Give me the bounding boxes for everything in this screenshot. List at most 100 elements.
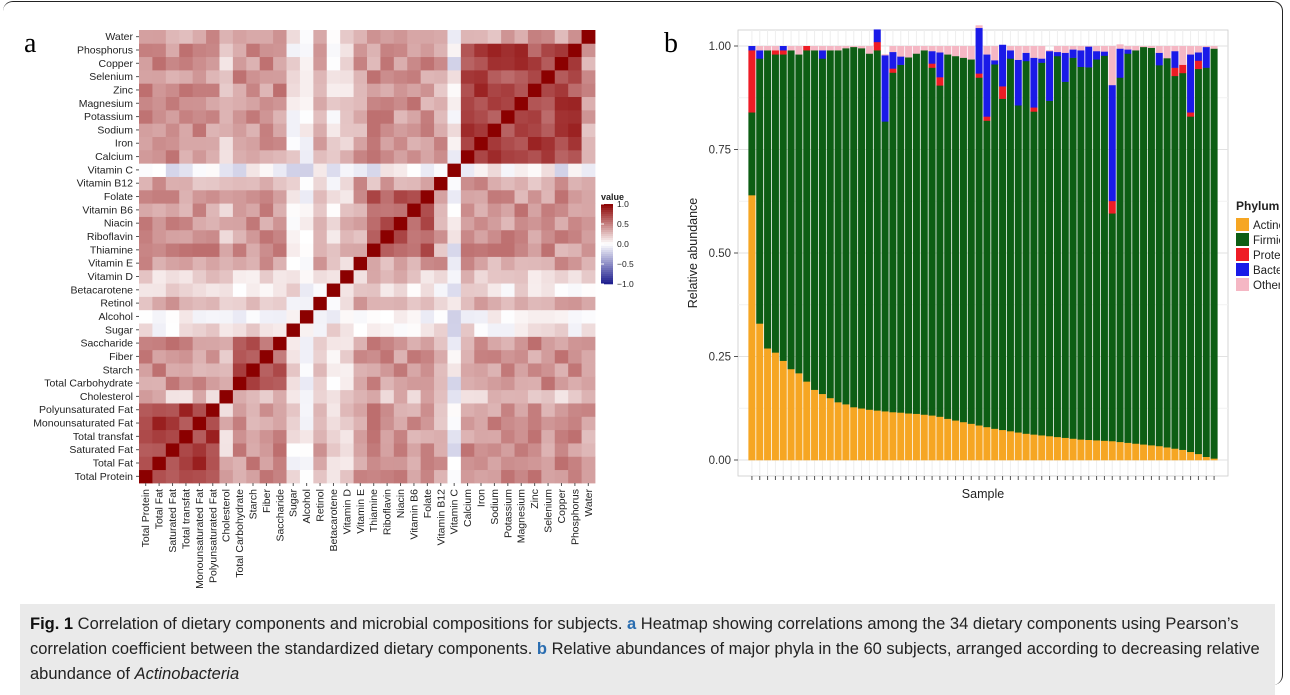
heatmap-cell <box>273 309 287 324</box>
heatmap-cell <box>259 43 274 58</box>
heatmap-row-label: Sugar <box>105 324 134 336</box>
bar-segment <box>952 55 960 421</box>
heatmap-cell <box>179 283 194 297</box>
heatmap-cell <box>286 456 301 471</box>
bar-segment <box>920 46 928 51</box>
heatmap-row-label: Total Fat <box>93 458 133 470</box>
heatmap-cell <box>165 216 180 231</box>
heatmap-cell <box>313 363 328 377</box>
bar-segment <box>889 72 897 413</box>
heatmap-cell <box>313 30 328 44</box>
heatmap-cell <box>353 416 368 431</box>
heatmap-cell <box>487 163 502 177</box>
bar-segment <box>818 393 826 461</box>
heatmap-cell <box>353 56 368 71</box>
heatmap-cell <box>152 83 167 98</box>
heatmap-cell <box>514 163 529 177</box>
bar-segment <box>959 46 967 58</box>
legend-swatch <box>601 262 613 265</box>
heatmap-cell <box>420 203 435 217</box>
bar-segment <box>983 426 991 461</box>
heatmap-cell <box>139 349 153 364</box>
bar-segment <box>771 352 779 461</box>
bar-segment <box>1124 46 1132 50</box>
heatmap-cell <box>380 69 395 84</box>
bar-segment <box>1006 50 1014 59</box>
heatmap-cell <box>299 256 314 271</box>
heatmap-cell <box>501 96 515 111</box>
heatmap-cell <box>447 256 462 271</box>
heatmap-cell <box>407 216 422 231</box>
heatmap-cell <box>152 149 167 164</box>
heatmap-cell <box>501 456 515 471</box>
bar-segment <box>897 56 905 65</box>
heatmap-cell <box>192 216 207 231</box>
heatmap-cell <box>139 403 153 417</box>
bar-segment <box>983 116 991 121</box>
bar-segment <box>1210 46 1218 49</box>
bar-segment <box>1030 46 1038 58</box>
heatmap-cell <box>581 363 596 377</box>
heatmap-cell <box>554 96 569 111</box>
legend-tick-label: −1.0 <box>617 279 634 289</box>
heatmap-cell <box>326 176 341 191</box>
heatmap-cell <box>420 336 435 351</box>
heatmap-cell <box>393 243 408 257</box>
legend-swatch <box>601 276 613 279</box>
heatmap-cell <box>326 189 341 204</box>
heatmap-cell <box>219 283 234 297</box>
heatmap-cell <box>554 389 569 404</box>
heatmap-cell <box>380 83 395 98</box>
legend-swatch <box>601 252 613 255</box>
heatmap-cell <box>487 283 502 297</box>
heatmap-cell <box>246 203 261 217</box>
heatmap-cell <box>541 456 556 471</box>
bar-segment <box>912 46 920 54</box>
heatmap-cell <box>554 163 569 177</box>
bar-segment <box>1022 52 1030 62</box>
heatmap-cell <box>192 136 207 151</box>
heatmap-cell <box>232 163 247 177</box>
heatmap-cell <box>219 149 234 164</box>
heatmap-cell <box>460 149 475 164</box>
bar-segment <box>1179 72 1187 450</box>
bar-segment <box>748 50 756 113</box>
bar-segment <box>1108 200 1116 214</box>
bar-segment <box>975 77 983 426</box>
heatmap-col-label: Alcohol <box>301 489 313 523</box>
heatmap-row-label: Vitamin B6 <box>82 204 133 216</box>
heatmap-cell <box>353 96 368 111</box>
bar-segment <box>1171 46 1179 52</box>
bar-segment <box>905 413 913 461</box>
heatmap-cell <box>474 376 489 391</box>
heatmap-cell <box>232 376 247 391</box>
heatmap-cell <box>152 243 167 257</box>
heatmap-cell <box>434 296 448 311</box>
heatmap-col-label: Fiber <box>261 489 273 513</box>
bar-segment <box>999 44 1007 87</box>
heatmap-cell <box>192 56 207 71</box>
heatmap-cell <box>541 429 556 444</box>
heatmap-cell <box>246 296 261 311</box>
heatmap-cell <box>326 163 341 177</box>
heatmap-cell <box>460 323 475 337</box>
heatmap-cell <box>487 216 502 231</box>
heatmap-cell <box>487 389 502 404</box>
bar-segment <box>1014 59 1022 106</box>
legend-swatch <box>601 256 613 259</box>
heatmap-cell <box>353 123 368 137</box>
heatmap-cell <box>273 416 287 431</box>
heatmap-cell <box>313 176 328 191</box>
heatmap-cell <box>340 416 354 431</box>
bar-segment <box>779 50 787 55</box>
heatmap-cell <box>232 243 247 257</box>
heatmap-cell <box>474 416 489 431</box>
heatmap-cell <box>447 96 462 111</box>
heatmap-cell <box>326 309 341 324</box>
heatmap-row-label: Vitamin D <box>88 271 134 283</box>
heatmap-cell <box>581 243 596 257</box>
heatmap-cell <box>407 469 422 484</box>
heatmap-cell <box>206 456 220 471</box>
heatmap-cell <box>393 296 408 311</box>
heatmap-cell <box>367 109 381 124</box>
